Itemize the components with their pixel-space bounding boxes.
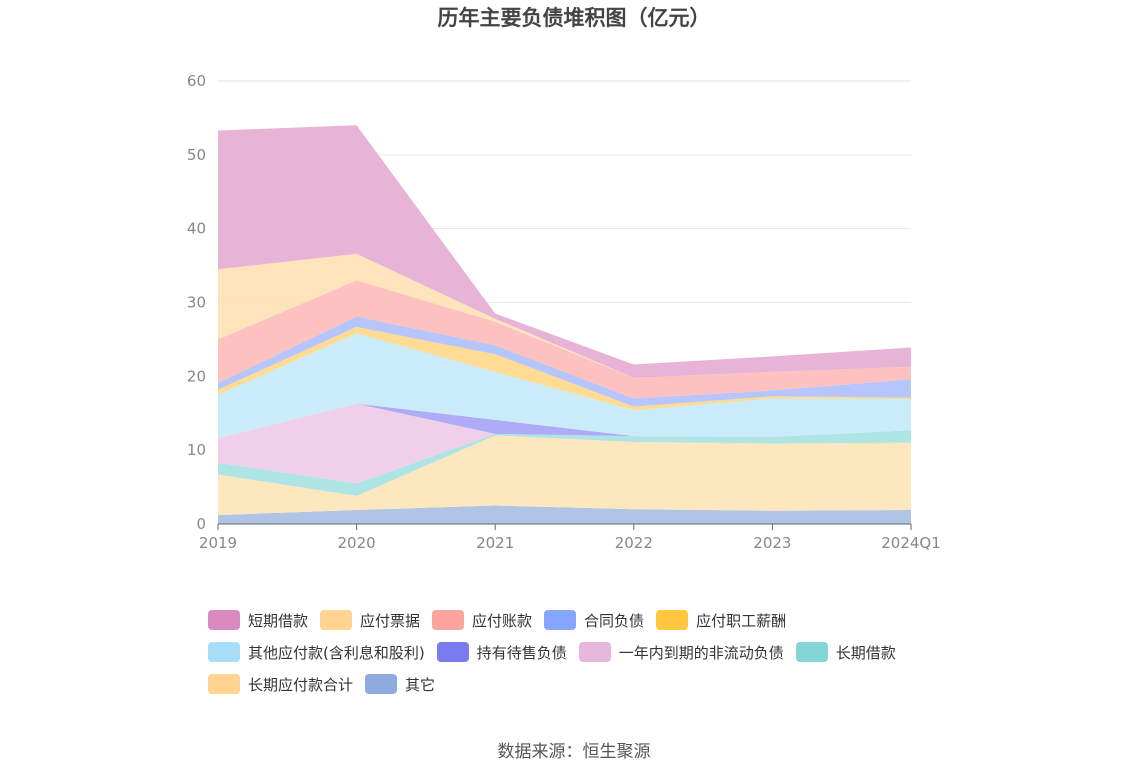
area-3 [218, 403, 911, 484]
legend-item[interactable]: 应付职工薪酬 [656, 610, 786, 631]
x-tick-label: 2019 [199, 534, 237, 552]
legend-swatch [578, 642, 611, 662]
legend-label: 长期应付款合计 [248, 675, 354, 694]
y-tick-label: 0 [196, 515, 206, 533]
legend-swatch [320, 610, 353, 630]
y-tick-label: 20 [187, 367, 206, 385]
legend-swatch [208, 610, 240, 630]
legend-item[interactable]: 一年内到期的非流动负债 [578, 642, 784, 663]
legend-row: 长期应付款合计 其它 [208, 668, 968, 700]
legend-label: 应付票据 [360, 611, 421, 630]
area-4 [218, 403, 911, 439]
legend-label: 其它 [405, 675, 436, 694]
legend-label: 持有待售负债 [476, 643, 567, 662]
legend: 短期借款 应付票据 应付账款 合同负债 应付职工薪酬其他应付款(含利息和股利) 持有待售负… [208, 604, 968, 700]
legend-item[interactable]: 长期借款 [795, 642, 896, 663]
x-tick-label: 2022 [615, 534, 653, 552]
legend-item[interactable]: 持有待售负债 [436, 642, 567, 663]
legend-swatch [208, 674, 240, 694]
legend-swatch [656, 610, 689, 630]
legend-row: 短期借款 应付票据 应付账款 合同负债 应付职工薪酬 [208, 604, 968, 636]
legend-item[interactable]: 长期应付款合计 [208, 674, 353, 695]
legend-label: 合同负债 [584, 611, 645, 630]
legend-swatch [432, 610, 465, 630]
chart-title: 历年主要负债堆积图（亿元） [438, 6, 711, 30]
legend-item[interactable]: 合同负债 [544, 610, 644, 631]
y-tick-label: 60 [187, 72, 206, 90]
y-tick-label: 10 [187, 441, 206, 459]
legend-swatch [208, 642, 240, 662]
axes: 0 10 20 30 40 50 60 2019 2020 2021 2022 2023 2024Q1 [187, 72, 941, 552]
y-tick-label: 30 [187, 294, 206, 312]
legend-label: 应付账款 [472, 611, 533, 630]
legend-swatch [795, 642, 828, 662]
area-10 [218, 125, 911, 378]
x-tick-label: 2023 [753, 534, 791, 552]
area-5 [218, 333, 911, 439]
area-9 [218, 253, 911, 378]
legend-item[interactable]: 短期借款 [208, 610, 308, 631]
area-2 [218, 430, 911, 496]
legend-label: 应付职工薪酬 [696, 611, 787, 630]
source-note: 数据来源：恒生聚源 [497, 742, 651, 762]
area-0 [218, 505, 911, 524]
y-tick-label: 50 [187, 146, 206, 164]
x-tick-label: 2020 [338, 534, 376, 552]
legend-swatch [436, 642, 469, 662]
legend-label: 短期借款 [248, 611, 309, 630]
legend-item[interactable]: 应付账款 [432, 610, 532, 631]
legend-item[interactable]: 其它 [365, 674, 435, 695]
x-tick-label: 2021 [476, 534, 514, 552]
stacked-area-chart: 历年主要负债堆积图（亿元） 0 10 20 30 40 50 60 2019 2020 2021 2… [187, 6, 941, 552]
area-8 [218, 280, 911, 399]
legend-swatch [544, 610, 577, 630]
legend-label: 长期借款 [835, 643, 896, 662]
legend-swatch [365, 674, 398, 694]
legend-item[interactable]: 应付票据 [320, 610, 420, 631]
y-tick-label: 40 [187, 220, 206, 238]
legend-label: 一年内到期的非流动负债 [618, 643, 784, 662]
legend-label: 其他应付款(含利息和股利) [248, 643, 425, 662]
x-tick-label: 2024Q1 [881, 534, 941, 552]
legend-item[interactable]: 其他应付款(含利息和股利) [208, 642, 425, 663]
area-1 [218, 435, 911, 516]
legend-row: 其他应付款(含利息和股利) 持有待售负债 一年内到期的非流动负债 长期借款 [208, 636, 968, 668]
area-series [218, 125, 911, 524]
